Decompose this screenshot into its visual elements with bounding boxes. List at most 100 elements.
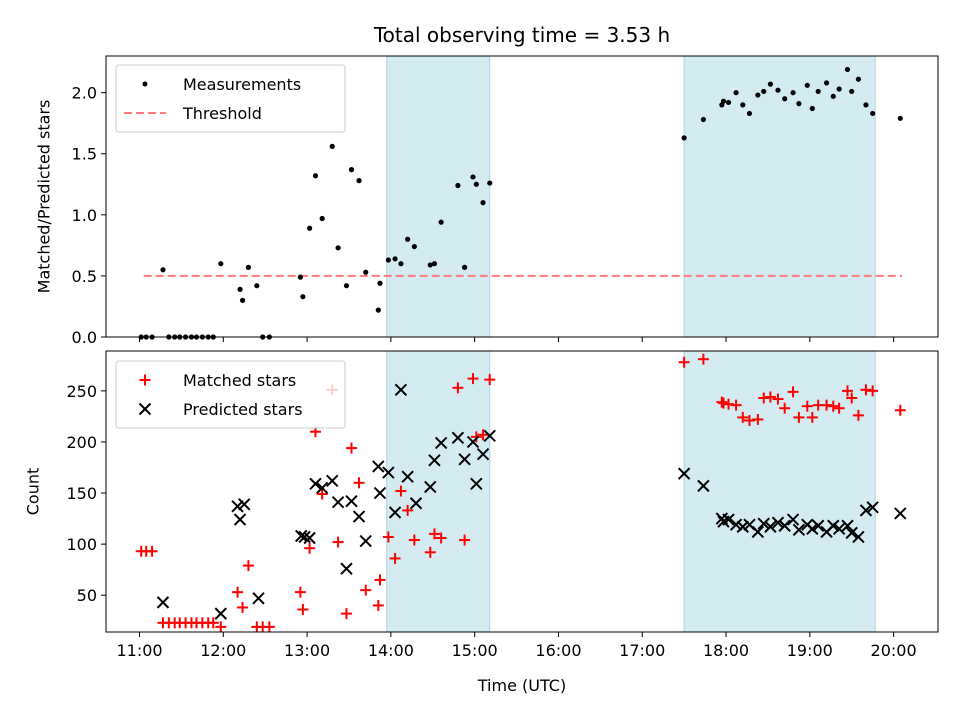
- measurement-point: [836, 86, 842, 92]
- predicted-star-point: [345, 495, 358, 508]
- measurement-point: [438, 219, 444, 225]
- bottom-x-ticks: 11:00 12:00 13:00 14:00 15:00 16:00 17:00 18:00…: [116, 632, 917, 660]
- top-legend-box: [115, 64, 346, 133]
- y-tick-label: 0.5: [72, 267, 97, 286]
- matched-star-point: [846, 392, 858, 404]
- x-tick-label: 12:00: [200, 641, 246, 660]
- measurement-point: [700, 116, 706, 123]
- measurement-point: [480, 200, 486, 206]
- matched-star-point: [345, 442, 357, 454]
- measurement-point: [473, 181, 479, 187]
- predicted-star-point: [428, 454, 441, 467]
- measurement-point: [487, 180, 493, 186]
- matched-star-point: [294, 586, 306, 598]
- predicted-star-point: [841, 519, 854, 532]
- predicted-star-point: [359, 534, 372, 548]
- matched-star-point: [827, 400, 839, 412]
- measurement-point: [790, 90, 796, 96]
- predicted-star-point: [424, 480, 437, 494]
- top-legend: Measurements Threshold: [115, 64, 346, 133]
- measurement-point: [897, 115, 903, 121]
- matched-star-point: [678, 356, 690, 368]
- matched-star-point: [779, 402, 791, 414]
- y-tick-label: 1.5: [72, 145, 97, 164]
- matched-star-point: [860, 384, 872, 396]
- predicted-star-point: [214, 607, 227, 620]
- matched-star-point: [424, 546, 436, 558]
- shaded-span-2: [683, 55, 876, 338]
- measurement-point: [725, 99, 732, 106]
- matched-star-point: [408, 534, 420, 546]
- predicted-star-point: [352, 510, 366, 523]
- measurement-point: [237, 286, 243, 292]
- measurement-point: [239, 297, 246, 303]
- measurement-point: [455, 182, 461, 189]
- measurement-point: [377, 280, 383, 286]
- measurement-point: [775, 87, 781, 93]
- predicted-star-point: [483, 429, 496, 443]
- predicted-star-point: [434, 436, 448, 450]
- measurement-point: [363, 269, 369, 275]
- matched-stars-series: [135, 353, 906, 633]
- measurement-point: [681, 135, 687, 141]
- measurement-point: [720, 98, 727, 104]
- predicted-star-point: [451, 431, 465, 445]
- legend-label-measurements: Measurements: [183, 75, 301, 94]
- predicted-star-point: [764, 520, 777, 533]
- matched-star-point: [428, 528, 440, 540]
- matched-star-point: [207, 617, 219, 629]
- matched-star-point: [821, 399, 833, 411]
- matched-star-point: [484, 374, 496, 386]
- y-tick-label: 100: [66, 535, 97, 554]
- predicted-star-point: [771, 516, 785, 529]
- x-tick-label: 17:00: [619, 641, 665, 660]
- measurement-point: [319, 215, 325, 222]
- legend-marker-predicted: [138, 402, 152, 416]
- matched-star-point: [332, 536, 344, 548]
- x-tick-label: 16:00: [535, 641, 581, 660]
- measurement-point: [300, 294, 306, 300]
- predicted-star-point: [751, 525, 765, 539]
- predicted-star-point: [811, 519, 825, 532]
- matched-star-point: [402, 504, 414, 516]
- measurement-point: [392, 256, 398, 262]
- measurement-point: [782, 96, 788, 102]
- x-tick-label: 13:00: [284, 641, 330, 660]
- measurement-point: [329, 143, 335, 150]
- matched-star-point: [316, 488, 328, 500]
- matched-star-point: [752, 413, 764, 425]
- measurement-point: [755, 92, 761, 98]
- measurement-point: [855, 76, 862, 82]
- measurement-point: [796, 101, 802, 107]
- measurement-point: [335, 245, 341, 251]
- y-tick-label: 50: [77, 586, 97, 605]
- matched-star-point: [787, 386, 799, 398]
- measurement-point: [870, 110, 876, 117]
- predicted-star-point: [827, 519, 840, 532]
- predicted-star-point: [238, 498, 251, 511]
- matched-star-point: [764, 391, 776, 403]
- x-tick-label: 11:00: [116, 641, 162, 660]
- measurement-point: [160, 267, 166, 273]
- y-tick-label: 200: [66, 433, 97, 452]
- matched-star-point: [395, 485, 407, 497]
- measurement-point: [809, 105, 815, 112]
- predicted-star-point: [845, 526, 858, 540]
- measurement-point: [849, 88, 855, 95]
- predicted-star-point: [722, 513, 735, 526]
- measurement-point: [356, 178, 362, 184]
- measurement-point: [462, 264, 468, 270]
- matched-star-point: [470, 431, 482, 443]
- predicted-star-point: [476, 447, 490, 461]
- predicted-star-point: [677, 467, 691, 480]
- matched-star-point: [353, 477, 365, 489]
- measurement-point: [312, 173, 319, 179]
- matched-star-point: [718, 397, 730, 409]
- predicted-star-point: [859, 504, 873, 517]
- matched-star-point: [232, 586, 244, 598]
- bottom-plot-frame: [105, 350, 939, 633]
- matched-star-point: [737, 411, 749, 423]
- top-y-axis-label: Matched/Predicted stars: [35, 100, 54, 294]
- matched-star-point: [263, 621, 275, 633]
- matched-star-point: [452, 382, 464, 394]
